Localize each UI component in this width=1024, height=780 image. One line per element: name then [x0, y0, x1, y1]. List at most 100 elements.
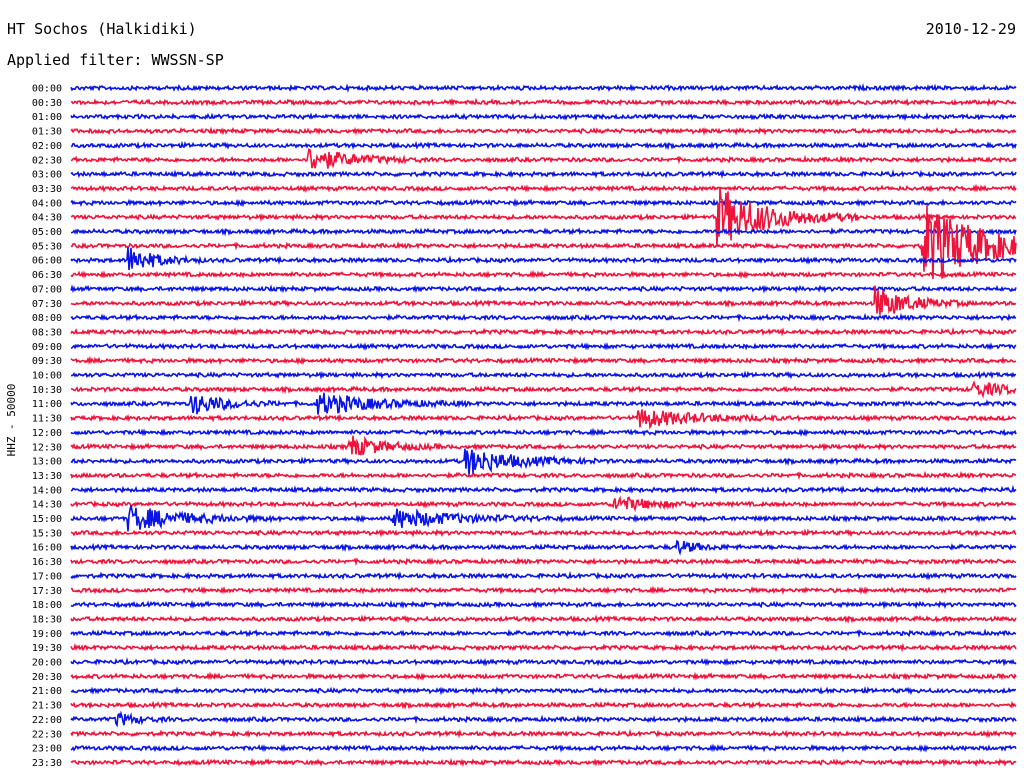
trace-line — [70, 112, 1017, 122]
row-time-label: 06:00 — [32, 256, 62, 267]
trace-line — [70, 743, 1017, 753]
row-time-label: 19:30 — [32, 643, 62, 654]
row-time-label: 19:00 — [32, 629, 62, 640]
trace-line — [70, 269, 1017, 280]
row-time-label: 23:30 — [32, 758, 62, 769]
row-time-label: 00:30 — [32, 98, 62, 109]
row-time-label: 06:30 — [32, 270, 62, 281]
trace-line — [70, 671, 1017, 681]
trace-line — [70, 656, 1017, 667]
row-time-label: 11:30 — [32, 414, 62, 425]
row-time-label: 13:00 — [32, 457, 62, 468]
row-time-label: 20:30 — [32, 672, 62, 683]
trace-line — [70, 370, 1017, 380]
row-time-label: 21:30 — [32, 701, 62, 712]
trace-line — [70, 247, 1017, 270]
trace-line — [70, 628, 1017, 639]
trace-line — [70, 355, 1017, 366]
row-time-label: 15:00 — [32, 514, 62, 525]
trace-line — [70, 448, 1017, 476]
row-time-label: 18:00 — [32, 600, 62, 611]
trace-line — [70, 710, 1017, 728]
row-time-label: 13:30 — [32, 471, 62, 482]
row-time-label: 10:30 — [32, 385, 62, 396]
trace-line — [70, 484, 1017, 495]
row-time-label: 03:00 — [32, 170, 62, 181]
trace-line — [70, 83, 1017, 93]
trace-line — [70, 700, 1017, 710]
trace-line — [70, 326, 1017, 337]
row-time-label: 11:00 — [32, 399, 62, 410]
trace-line — [70, 427, 1017, 437]
row-time-label: 09:30 — [32, 356, 62, 367]
trace-line — [70, 169, 1017, 179]
row-time-label: 07:30 — [32, 299, 62, 310]
trace-line — [70, 380, 1017, 399]
trace-line — [70, 585, 1017, 595]
trace-line — [70, 505, 1017, 532]
row-time-label: 14:00 — [32, 485, 62, 496]
filter-line: Applied filter: WWSSN-SP — [7, 51, 224, 69]
row-time-label: 04:00 — [32, 198, 62, 209]
trace-line — [70, 183, 1017, 194]
trace-line — [70, 312, 1017, 323]
row-time-label: 01:30 — [32, 127, 62, 138]
row-time-label: 00:00 — [32, 84, 62, 95]
row-time-label: 08:30 — [32, 327, 62, 338]
row-time-label: 17:00 — [32, 571, 62, 582]
row-time-label: 04:30 — [32, 213, 62, 224]
row-time-label: 22:30 — [32, 729, 62, 740]
trace-line — [70, 495, 1017, 513]
trace-line — [70, 470, 1017, 481]
trace-line — [70, 148, 1017, 169]
trace-line — [70, 728, 1017, 739]
row-time-label: 08:00 — [32, 313, 62, 324]
trace-line — [70, 140, 1017, 151]
trace-line — [70, 342, 1017, 351]
trace-line — [70, 614, 1017, 624]
row-time-label: 20:00 — [32, 658, 62, 669]
trace-line — [70, 642, 1017, 653]
row-time-label: 16:00 — [32, 543, 62, 554]
row-time-label: 02:30 — [32, 155, 62, 166]
row-time-label: 09:00 — [32, 342, 62, 353]
row-time-label: 02:00 — [32, 141, 62, 152]
trace-line — [70, 284, 1017, 294]
row-time-label: 05:00 — [32, 227, 62, 238]
row-time-label: 10:00 — [32, 371, 62, 382]
trace-line — [70, 285, 1017, 315]
row-time-label: 22:00 — [32, 715, 62, 726]
trace-line — [70, 97, 1017, 107]
trace-line — [70, 528, 1017, 538]
row-time-label: 17:30 — [32, 586, 62, 597]
trace-line — [70, 686, 1017, 696]
trace-line — [70, 205, 1017, 280]
row-time-label: 03:30 — [32, 184, 62, 195]
trace-line — [70, 227, 1017, 237]
trace-line — [70, 757, 1017, 768]
station-title: HT Sochos (Halkidiki) — [7, 20, 197, 38]
trace-line — [70, 198, 1017, 208]
row-time-label: 07:00 — [32, 284, 62, 295]
row-time-label: 15:30 — [32, 528, 62, 539]
trace-line — [70, 435, 1017, 456]
filter-prefix: Applied filter: — [7, 51, 143, 69]
row-time-label: 05:30 — [32, 241, 62, 252]
row-time-label: 23:00 — [32, 744, 62, 755]
row-time-label: 16:30 — [32, 557, 62, 568]
row-time-label: 12:00 — [32, 428, 62, 439]
row-time-label: 14:30 — [32, 500, 62, 511]
trace-line — [70, 599, 1017, 610]
trace-line — [70, 187, 1017, 247]
trace-line — [70, 556, 1017, 567]
row-time-label: 21:00 — [32, 686, 62, 697]
channel-label: HHZ - 50000 — [5, 383, 18, 457]
row-time-label: 01:00 — [32, 112, 62, 123]
date-label: 2010-12-29 — [925, 20, 1016, 38]
trace-line — [70, 392, 1017, 415]
trace-line — [70, 570, 1017, 581]
trace-line — [70, 126, 1017, 136]
row-time-label: 12:30 — [32, 442, 62, 453]
row-time-label: 18:30 — [32, 614, 62, 625]
